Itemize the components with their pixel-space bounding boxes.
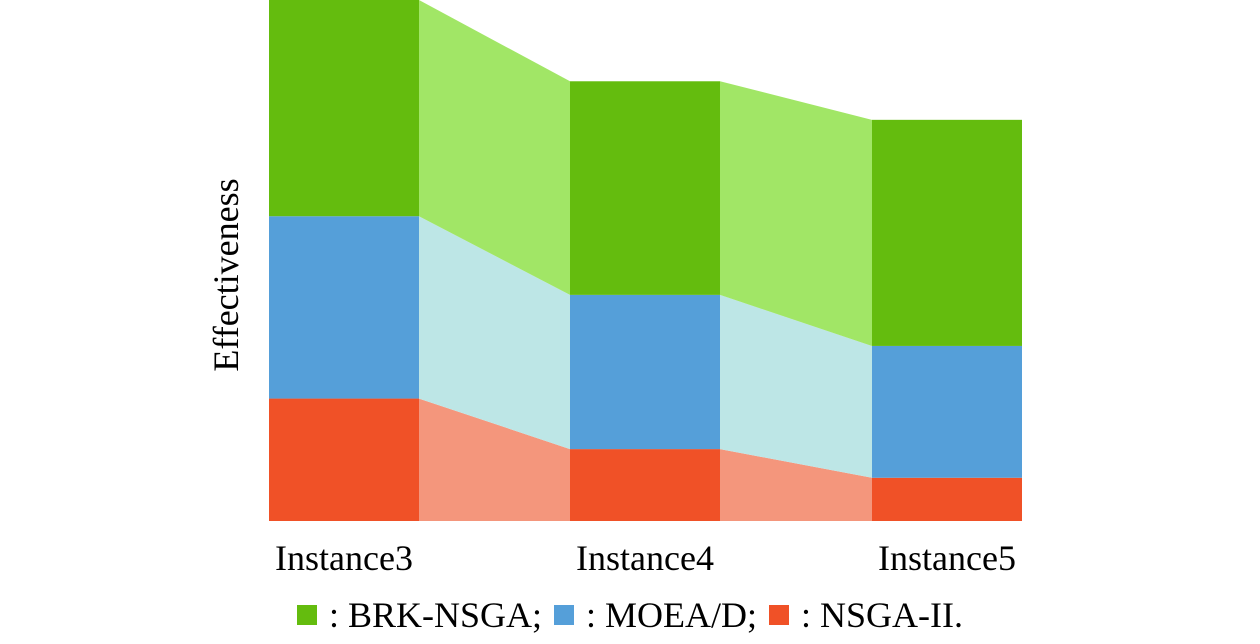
band-moea-d-2	[720, 294, 872, 478]
legend-item-moead: : MOEA/D;	[554, 594, 757, 636]
legend-item-brk-nsga: : BRK-NSGA;	[296, 594, 543, 636]
bars	[269, 0, 1022, 521]
bar-nsga-ii-instance3	[269, 398, 419, 521]
bar-moea-d-instance4	[570, 294, 720, 450]
bar-brk-nsga-instance5	[872, 119, 1022, 346]
bar-nsga-ii-instance4	[570, 449, 720, 521]
legend: : BRK-NSGA; : MOEA/D; : NSGA-II.	[0, 590, 1260, 640]
band-moea-d-1	[419, 216, 570, 450]
legend-label-nsga-ii: : NSGA-II.	[801, 595, 963, 635]
y-axis-label: Effectiveness	[206, 178, 246, 371]
bar-nsga-ii-instance5	[872, 477, 1022, 521]
stacked-bar-chart: Instance3 Instance4 Instance5 Effectivenes…	[206, 0, 1022, 578]
bar-moea-d-instance5	[872, 345, 1022, 478]
legend-item-nsga-ii: : NSGA-II.	[769, 594, 963, 636]
band-nsga-ii-2	[720, 449, 872, 521]
bar-moea-d-instance3	[269, 216, 419, 399]
connector-bands	[419, 0, 872, 521]
legend-label-brk-nsga: : BRK-NSGA;	[328, 595, 543, 635]
band-nsga-ii-1	[419, 398, 570, 521]
band-brk-nsga-1	[419, 0, 570, 295]
legend-swatch-nsga-ii	[769, 605, 790, 625]
band-brk-nsga-2	[720, 81, 872, 346]
bar-brk-nsga-instance3	[269, 0, 419, 217]
x-tick-instance4: Instance4	[576, 538, 714, 578]
x-tick-instance3: Instance3	[275, 538, 413, 578]
legend-label-moead: : MOEA/D;	[586, 595, 758, 635]
bar-brk-nsga-instance4	[570, 81, 720, 295]
x-tick-labels: Instance3 Instance4 Instance5	[275, 538, 1016, 578]
x-tick-instance5: Instance5	[878, 538, 1016, 578]
legend-swatch-brk-nsga	[296, 605, 317, 625]
legend-swatch-moead	[554, 605, 575, 625]
